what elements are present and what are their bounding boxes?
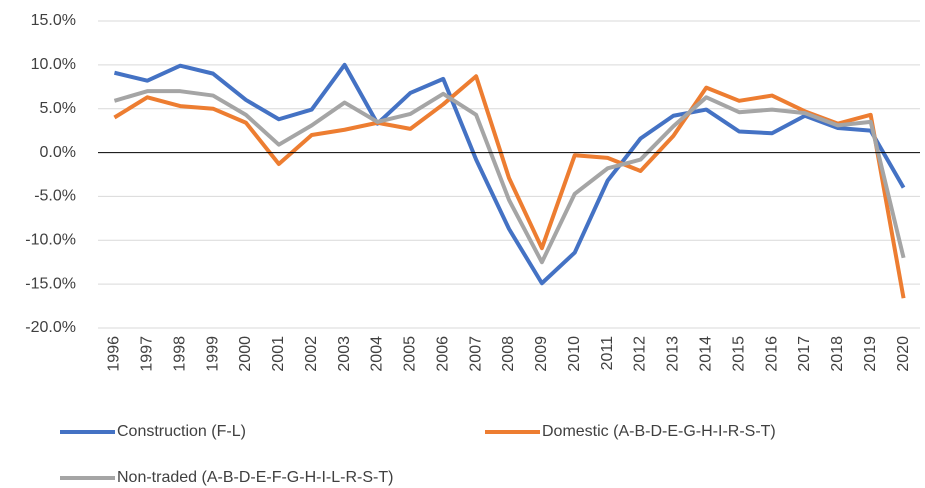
x-tick-label: 2009 bbox=[533, 336, 550, 372]
x-tick-label: 2017 bbox=[796, 336, 813, 372]
x-tick-label: 2016 bbox=[763, 336, 780, 372]
x-tick-label: 2010 bbox=[566, 336, 583, 372]
y-tick-label: 5.0% bbox=[40, 100, 76, 117]
series-line bbox=[113, 62, 906, 286]
x-tick-label: 2006 bbox=[434, 336, 451, 372]
x-tick-label: 2013 bbox=[665, 336, 682, 372]
y-tick-label: -20.0% bbox=[25, 319, 76, 336]
x-tick-label: 2019 bbox=[862, 336, 879, 372]
legend-label: Domestic (A-B-D-E-G-H-I-R-S-T) bbox=[542, 423, 776, 440]
y-tick-label: -10.0% bbox=[25, 232, 76, 249]
x-tick-label: 1999 bbox=[204, 336, 221, 372]
x-tick-label: 2020 bbox=[895, 336, 912, 372]
x-tick-label: 2015 bbox=[730, 336, 747, 372]
series-line bbox=[113, 74, 906, 299]
x-tick-label: 2014 bbox=[697, 336, 714, 372]
x-tick-label: 1997 bbox=[139, 336, 156, 372]
x-tick-label: 2004 bbox=[369, 336, 386, 372]
legend-label: Non-traded (A-B-D-E-F-G-H-I-L-R-S-T) bbox=[117, 469, 393, 486]
y-tick-label: -15.0% bbox=[25, 275, 76, 292]
y-tick-label: 15.0% bbox=[31, 12, 76, 29]
x-tick-label: 2000 bbox=[237, 336, 254, 372]
x-tick-label: 2001 bbox=[270, 336, 287, 372]
legend-label: Construction (F-L) bbox=[117, 423, 246, 440]
y-tick-label: 0.0% bbox=[40, 144, 76, 161]
y-tick-label: 10.0% bbox=[31, 56, 76, 73]
x-tick-label: 2003 bbox=[336, 336, 353, 372]
y-tick-label: -5.0% bbox=[34, 188, 76, 205]
series-line bbox=[113, 89, 906, 265]
x-tick-label: 2008 bbox=[500, 336, 517, 372]
x-tick-label: 2018 bbox=[829, 336, 846, 372]
x-tick-label: 2005 bbox=[402, 336, 419, 372]
x-tick-label: 2011 bbox=[599, 336, 616, 371]
x-tick-label: 1998 bbox=[171, 336, 188, 372]
x-tick-label: 2012 bbox=[632, 336, 649, 372]
x-tick-label: 2007 bbox=[467, 336, 484, 372]
x-tick-label: 1996 bbox=[106, 336, 123, 372]
x-tick-label: 2002 bbox=[303, 336, 320, 372]
